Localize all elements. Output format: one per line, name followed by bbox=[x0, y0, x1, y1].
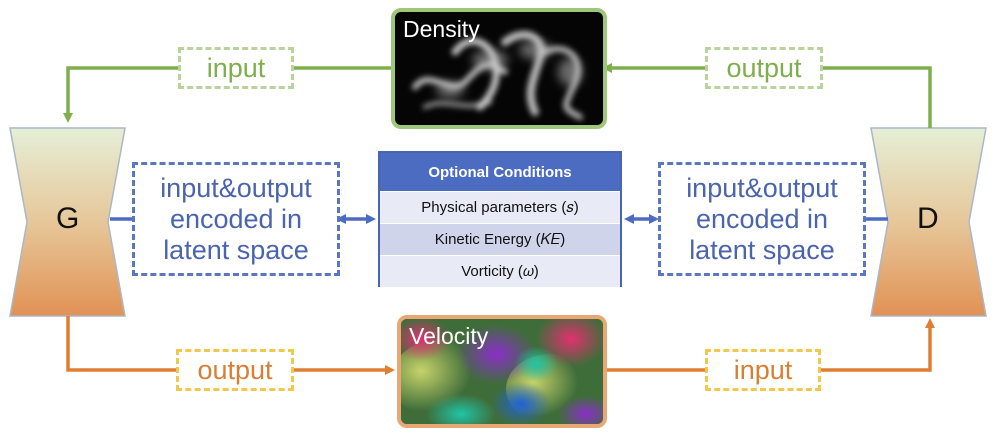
discriminator-shape bbox=[870, 127, 987, 317]
density-title: Density bbox=[403, 16, 480, 42]
generator-shape bbox=[9, 127, 126, 317]
condition-row-vorticity: Vorticity (𝜔) bbox=[380, 255, 620, 287]
bottom-input-tag: input bbox=[705, 349, 821, 391]
bottom-output-tag: output bbox=[176, 349, 294, 391]
density-smoke bbox=[412, 30, 583, 120]
velocity-field bbox=[401, 319, 603, 424]
conditions-header: Optional Conditions bbox=[380, 153, 620, 191]
top-output-tag: output bbox=[705, 47, 823, 89]
latent-box-right: input&output encoded in latent space bbox=[658, 162, 866, 276]
latent-right-line-2: encoded in bbox=[695, 203, 829, 234]
latent-left-line-3: latent space bbox=[163, 234, 309, 265]
latent-left-line-1: input&output bbox=[160, 172, 312, 203]
velocity-image: Velocity bbox=[397, 315, 607, 428]
condition-row-kinetic: Kinetic Energy (𝐾𝐸) bbox=[380, 223, 620, 255]
generator-label: G bbox=[56, 202, 80, 235]
latent-box-left: input&output encoded in latent space bbox=[132, 162, 340, 276]
condition-row-physical: Physical parameters (𝑠) bbox=[380, 191, 620, 223]
latent-right-line-1: input&output bbox=[686, 172, 838, 203]
discriminator-label: D bbox=[917, 202, 939, 235]
latent-right-line-3: latent space bbox=[689, 234, 835, 265]
top-input-tag: input bbox=[178, 47, 294, 89]
velocity-title: Velocity bbox=[409, 323, 489, 349]
density-image: Density bbox=[391, 8, 607, 129]
optional-conditions-table: Optional Conditions Physical parameters … bbox=[378, 151, 622, 287]
latent-left-line-2: encoded in bbox=[169, 203, 303, 234]
